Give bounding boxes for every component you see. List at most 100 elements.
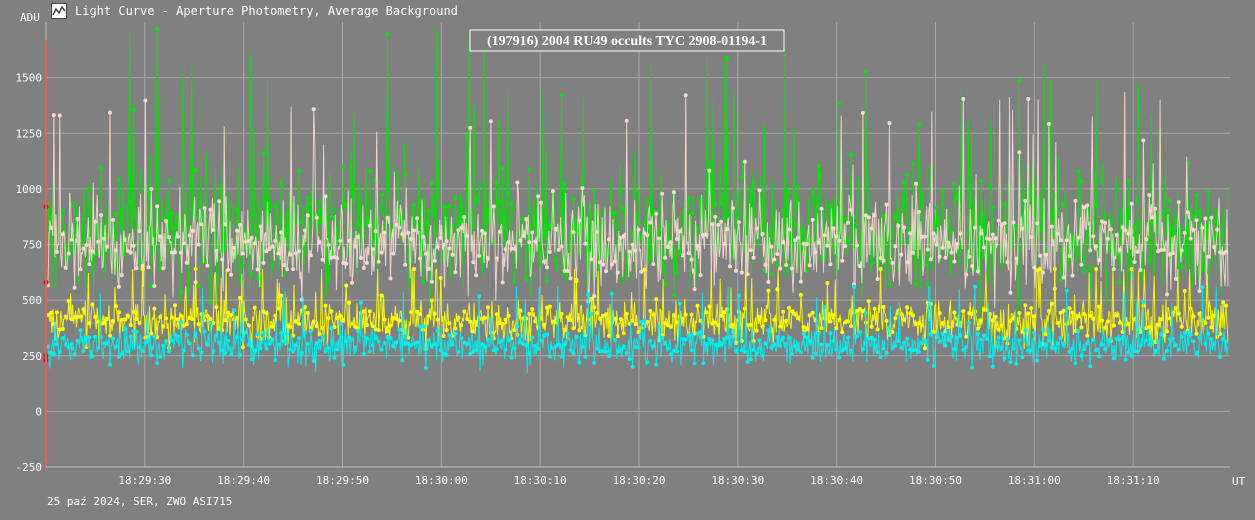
series-point: [837, 238, 842, 243]
series-point: [1147, 257, 1152, 262]
series-point: [837, 101, 842, 106]
series-point: [1135, 349, 1140, 354]
series-point: [1008, 319, 1013, 324]
series-point: [297, 321, 301, 326]
series-point: [302, 228, 307, 233]
series-point: [872, 306, 877, 311]
series-point: [1055, 320, 1060, 325]
series-point: [589, 257, 594, 262]
series-point: [1070, 310, 1075, 315]
series-point: [341, 261, 346, 265]
series-point: [943, 255, 948, 260]
series-point: [72, 285, 77, 290]
series-point: [1061, 308, 1066, 313]
series-point: [509, 200, 514, 205]
series-point: [412, 267, 417, 271]
series-point: [1179, 334, 1184, 339]
series-point: [119, 318, 124, 322]
series-point: [837, 355, 842, 360]
x-tick-label: 18:31:00: [1008, 474, 1061, 487]
series-point: [102, 321, 107, 326]
series-point: [1114, 233, 1119, 237]
series-point: [158, 315, 163, 319]
series-point: [680, 211, 685, 216]
series-point: [1100, 342, 1104, 347]
series-point: [270, 263, 275, 268]
series-point: [530, 307, 535, 312]
series-point: [279, 293, 284, 298]
series-point: [75, 216, 80, 221]
series-point: [863, 70, 868, 74]
series-point: [229, 352, 234, 357]
series-point: [1026, 96, 1031, 101]
series-point: [217, 199, 222, 204]
series-point: [178, 250, 183, 255]
series-point: [226, 338, 231, 343]
series-point: [450, 342, 455, 347]
series-point: [766, 280, 771, 284]
series-point: [804, 269, 809, 273]
series-point: [488, 119, 493, 124]
series-point: [432, 228, 437, 233]
series-point: [807, 338, 812, 343]
series-point: [669, 240, 673, 245]
series-3: [46, 267, 1229, 351]
series-point: [447, 203, 452, 208]
series-point: [329, 309, 334, 314]
series-point: [846, 319, 851, 324]
series-point: [710, 222, 715, 227]
series-point: [810, 355, 815, 360]
series-point: [843, 244, 848, 249]
series-point: [288, 252, 293, 257]
series-point: [99, 334, 104, 339]
series-point: [412, 203, 417, 207]
series-point: [1159, 317, 1164, 322]
series-point: [81, 246, 86, 251]
series-line: [47, 267, 1229, 349]
series-point: [1182, 230, 1187, 235]
series-point: [131, 310, 136, 314]
series-point: [297, 336, 301, 341]
series-point: [326, 243, 331, 247]
series-point: [353, 244, 358, 249]
series-point: [1129, 201, 1134, 206]
series-point: [775, 287, 780, 292]
series-point: [1082, 205, 1087, 210]
series-point: [240, 337, 245, 342]
series-point: [226, 310, 231, 315]
series-point: [249, 235, 254, 240]
series-point: [143, 98, 148, 103]
y-tick-label: 500: [22, 294, 42, 307]
series-point: [152, 334, 157, 339]
series-point: [1224, 303, 1228, 308]
series-point: [754, 351, 759, 356]
series-point: [742, 159, 747, 164]
series-point: [1111, 356, 1116, 361]
series-point: [226, 267, 231, 272]
series-point: [400, 232, 405, 237]
series-point: [506, 313, 511, 318]
series-point: [297, 249, 301, 254]
series-point: [1135, 197, 1140, 202]
series-point: [1094, 204, 1099, 209]
series-point: [571, 326, 576, 331]
series-point: [459, 323, 464, 328]
series-point: [122, 238, 127, 243]
series-point: [379, 192, 384, 197]
series-point: [565, 331, 570, 336]
series-point: [1082, 347, 1087, 352]
series-point: [586, 292, 591, 297]
series-point: [801, 227, 806, 232]
series-point: [477, 294, 482, 298]
series-point: [1088, 248, 1093, 253]
series-point: [1129, 267, 1134, 271]
series-point: [429, 279, 434, 284]
series-point: [1076, 235, 1081, 240]
series-point: [323, 194, 328, 199]
series-point: [1076, 169, 1081, 174]
series-point: [1085, 333, 1090, 338]
series-point: [568, 318, 573, 323]
series-point: [347, 335, 352, 340]
series-point: [1120, 335, 1125, 340]
series-point: [49, 310, 53, 315]
